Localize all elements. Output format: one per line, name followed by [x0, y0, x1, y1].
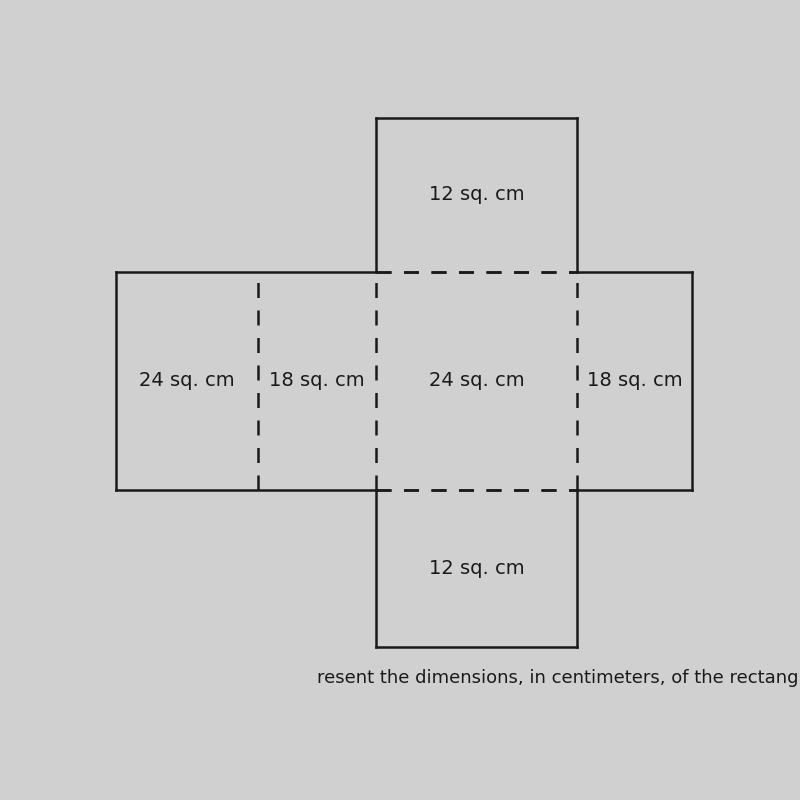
Text: 12 sq. cm: 12 sq. cm — [429, 559, 525, 578]
Text: 24 sq. cm: 24 sq. cm — [429, 371, 525, 390]
Text: resent the dimensions, in centimeters, of the rectangula: resent the dimensions, in centimeters, o… — [317, 669, 800, 687]
Text: 18 sq. cm: 18 sq. cm — [269, 371, 365, 390]
Text: 12 sq. cm: 12 sq. cm — [429, 185, 525, 204]
Text: 18 sq. cm: 18 sq. cm — [587, 371, 682, 390]
Text: 24 sq. cm: 24 sq. cm — [139, 371, 234, 390]
